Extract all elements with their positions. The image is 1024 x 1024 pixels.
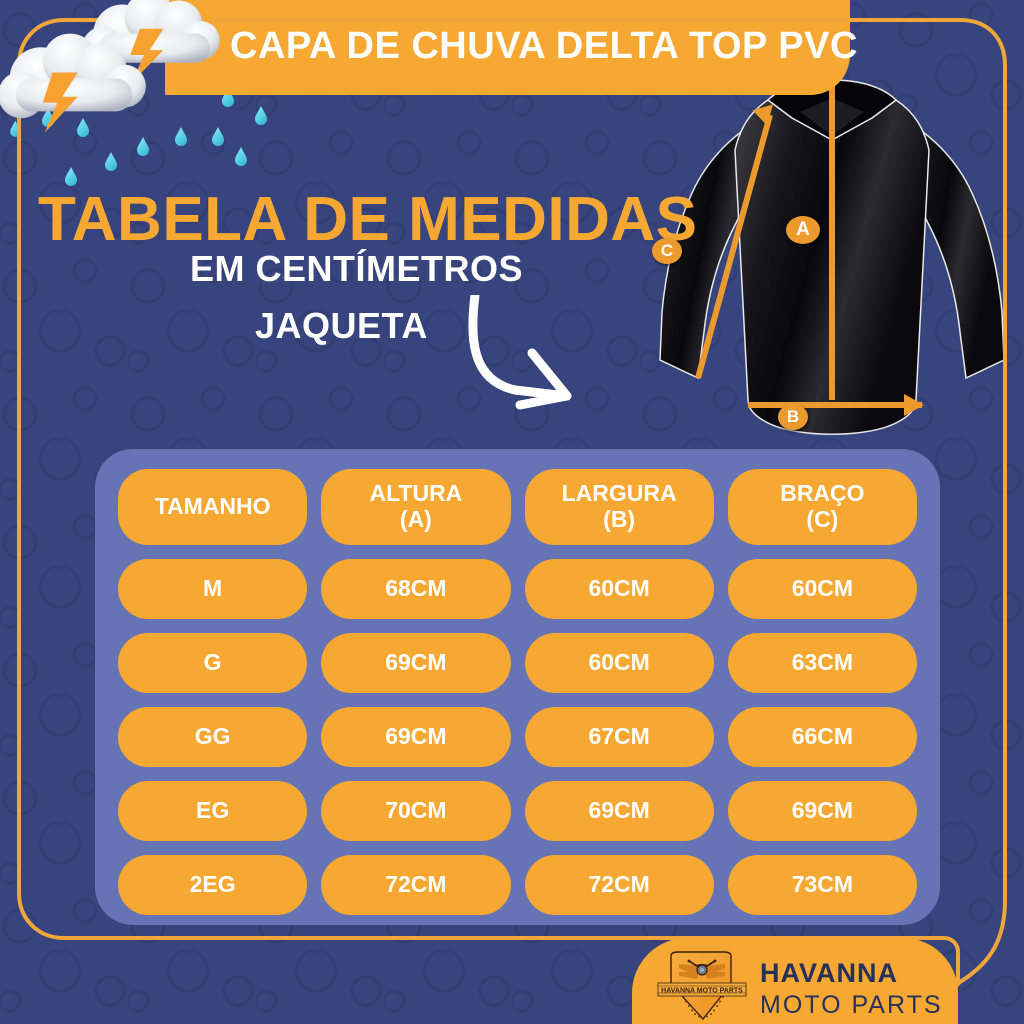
svg-text:HAVANNA MOTO PARTS: HAVANNA MOTO PARTS <box>661 988 743 995</box>
